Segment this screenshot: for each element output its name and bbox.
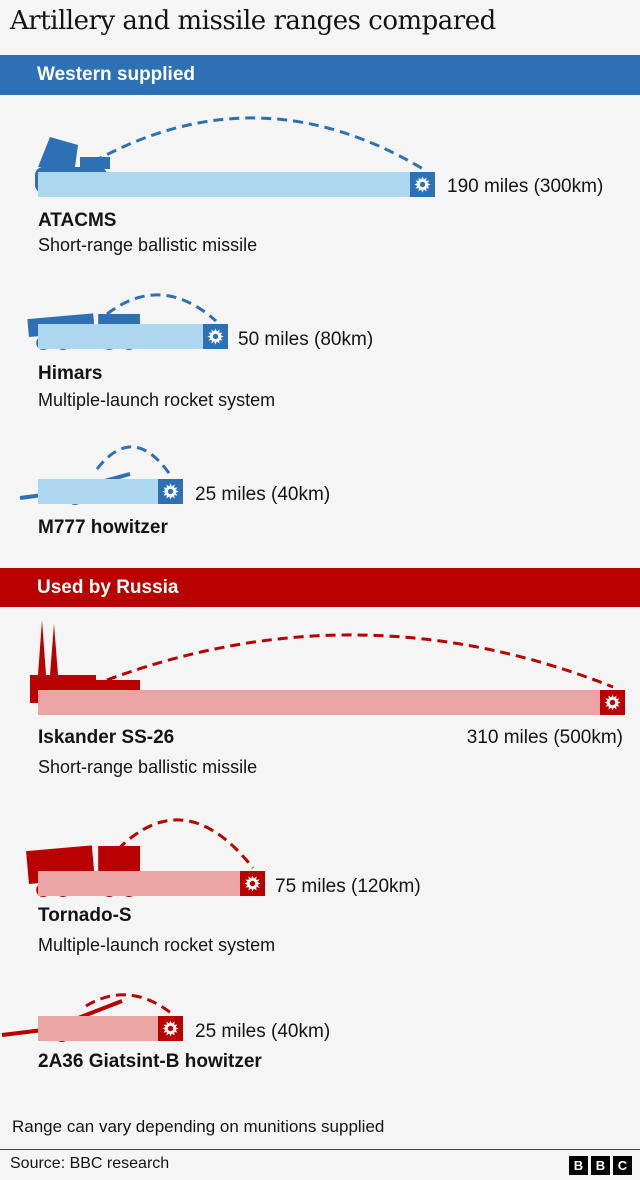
logo-letter: B xyxy=(569,1156,588,1175)
system-name: 2A36 Giatsint-B howitzer xyxy=(38,1051,262,1072)
range-bar xyxy=(38,172,435,197)
source: Source: BBC research xyxy=(10,1155,170,1172)
logo-letter: C xyxy=(613,1156,632,1175)
range-bar xyxy=(38,871,265,896)
range-label: 190 miles (300km) xyxy=(447,176,604,197)
range-label: 75 miles (120km) xyxy=(275,876,421,897)
impact-icon xyxy=(240,871,265,896)
footnote: Range can vary depending on munitions su… xyxy=(12,1117,385,1136)
trajectory-arc xyxy=(105,818,255,869)
system-type: Multiple-launch rocket system xyxy=(38,935,276,955)
range-label: 25 miles (40km) xyxy=(195,484,331,505)
system-name: Iskander SS-26 xyxy=(38,727,175,748)
range-label: 25 miles (40km) xyxy=(195,1021,331,1042)
chart-title: Artillery and missile ranges compared xyxy=(10,6,496,36)
impact-icon xyxy=(203,324,228,349)
impact-icon xyxy=(410,172,435,197)
range-bar xyxy=(38,324,228,349)
logo-letter: B xyxy=(591,1156,610,1175)
system-type: Short-range ballistic missile xyxy=(38,235,258,255)
trajectory-arc xyxy=(92,116,424,171)
trajectory-arc xyxy=(85,993,172,1015)
impact-icon xyxy=(600,690,625,715)
trajectory-arc xyxy=(95,445,173,477)
divider xyxy=(0,1149,640,1150)
system-name: Himars xyxy=(38,363,103,384)
range-label: 310 miles (500km) xyxy=(466,727,623,748)
trajectory-arc xyxy=(106,633,614,689)
system-name: Tornado-S xyxy=(38,905,132,926)
section-header-russia: Used by Russia xyxy=(0,568,640,607)
system-name: M777 howitzer xyxy=(38,517,168,538)
section-header-western: Western supplied xyxy=(0,55,640,95)
system-name: ATACMS xyxy=(38,210,117,231)
impact-icon xyxy=(158,1016,183,1041)
system-type: Short-range ballistic missile xyxy=(38,757,258,777)
range-bar xyxy=(38,690,625,715)
trajectory-arc xyxy=(106,293,217,323)
range-label: 50 miles (80km) xyxy=(238,329,374,350)
impact-icon xyxy=(158,479,183,504)
system-type: Multiple-launch rocket system xyxy=(38,390,276,410)
